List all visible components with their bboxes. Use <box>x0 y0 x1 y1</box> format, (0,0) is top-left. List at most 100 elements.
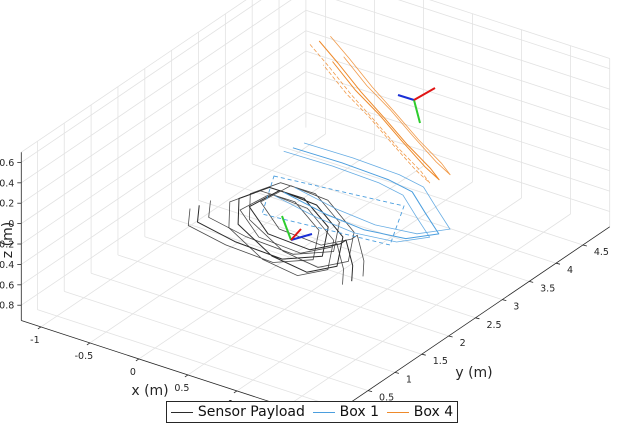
left-grid-z-0 <box>21 111 307 306</box>
y-tick-8 <box>555 262 561 265</box>
y-tick-label-8: 4 <box>567 265 573 276</box>
back-grid-z-0 <box>305 111 610 212</box>
z-tick-label-5: 0.2 <box>0 199 14 210</box>
x-tick-4 <box>233 390 238 394</box>
series-line-sensor-payload <box>197 186 354 282</box>
y-tick-1 <box>367 390 373 392</box>
wall-top-back <box>429 0 610 59</box>
series-pass-box-4-1 <box>309 44 431 184</box>
box1-outline <box>261 175 405 246</box>
left-grid-z-3 <box>21 50 307 245</box>
y-tick-5 <box>475 317 480 320</box>
floor-grid-x-3 <box>187 181 473 376</box>
payload-pose-z-axis <box>290 228 302 241</box>
series-pass-box-1-1 <box>274 150 431 243</box>
left-grid-z-7 <box>21 0 262 163</box>
x-tick-1 <box>86 342 91 346</box>
box4-pose-z-axis <box>413 87 436 101</box>
legend-label-box-4: Box 4 <box>413 404 454 420</box>
floor-grid-x-1 <box>89 149 375 344</box>
y-tick-6 <box>502 299 507 301</box>
pose-markers <box>261 87 436 246</box>
x-tick-3 <box>184 374 189 378</box>
z-tick-label-7: 0.6 <box>0 158 14 169</box>
y-tick-label-1: 0.5 <box>379 393 394 404</box>
x-tick-label-2: 0 <box>130 367 136 378</box>
y-tick-2 <box>394 372 399 374</box>
x-tick-label-3: 0.5 <box>174 383 189 394</box>
legend-item-sensor-payload: Sensor Payload <box>170 404 305 420</box>
left-grid-z-5 <box>21 9 307 204</box>
back-grid-z-7 <box>398 0 610 70</box>
series-line-box-1 <box>283 147 440 240</box>
wall-top-left <box>21 0 247 153</box>
x-tick-label-1: -0.5 <box>75 351 94 362</box>
legend-label-sensor-payload: Sensor Payload <box>197 404 305 420</box>
back-grid-z-6 <box>335 0 610 90</box>
y-axis-edge <box>324 226 610 421</box>
legend-item-box-4: Box 4 <box>386 404 454 420</box>
floor-grid-y-7 <box>225 181 530 282</box>
axis-labels: x (m) y (m) z (m) <box>0 222 493 399</box>
x-axis-label: x (m) <box>131 383 168 399</box>
legend-swatch-sensor-payload <box>170 411 193 413</box>
y-tick-7 <box>529 281 534 283</box>
floor-grid-y-2 <box>90 272 396 373</box>
series-layer <box>187 35 451 285</box>
floor-grid-y-8 <box>252 163 557 264</box>
floor-grid-y-1 <box>64 291 369 391</box>
y-tick-label-4: 2 <box>460 338 466 349</box>
legend: Sensor Payload Box 1 Box 4 <box>166 401 458 423</box>
z-tick-label-1: -0.6 <box>0 280 14 291</box>
legend-label-box-1: Box 1 <box>339 404 380 420</box>
z-axis-label: z (m) <box>0 222 16 258</box>
x-tick-label-0: -1 <box>30 335 39 346</box>
series-pass-box-4-0 <box>330 35 451 176</box>
box-edges <box>17 152 610 421</box>
x-tick-2 <box>135 358 140 362</box>
z-tick-label-0: -0.8 <box>0 301 14 312</box>
x-tick-0 <box>37 326 42 330</box>
y-tick-9 <box>582 244 587 247</box>
y-tick-label-5: 2.5 <box>486 320 501 331</box>
box4-pose-x-axis <box>397 94 415 101</box>
series-pass-sensor-payload-1 <box>187 190 344 285</box>
floor-grid-y-3 <box>117 254 422 355</box>
y-tick-label-9: 4.5 <box>594 247 609 258</box>
y-tick-label-3: 1.5 <box>433 356 448 367</box>
back-grid-z-4 <box>305 30 610 131</box>
floor-grid-x-2 <box>138 165 424 360</box>
back-grid-z-2 <box>305 71 610 172</box>
y-tick-label-6: 3 <box>513 302 519 313</box>
y-tick-3 <box>421 353 426 356</box>
legend-item-box-1: Box 1 <box>312 404 380 420</box>
floor-grid-x-5 <box>285 213 571 408</box>
floor-grid-x-0 <box>40 133 326 328</box>
left-grid-z-1 <box>21 91 307 286</box>
back-grid-z-5 <box>305 9 610 110</box>
z-tick-label-3: -0.2 <box>0 240 14 251</box>
z-tick-label-6: 0.4 <box>0 178 14 189</box>
box4-pose-y-axis <box>413 99 421 124</box>
series-line-box-4 <box>318 40 440 181</box>
payload-pose-x-axis <box>290 233 313 241</box>
floor-grid-x-4 <box>236 197 522 392</box>
legend-swatch-box-1 <box>312 411 335 413</box>
series-pass-sensor-payload-0 <box>208 182 365 277</box>
left-grid-z-2 <box>21 71 307 265</box>
y-axis-label: y (m) <box>455 365 492 381</box>
payload-pose-y-axis <box>281 215 292 241</box>
left-grid-z-4 <box>21 30 307 224</box>
floor-grid-y-4 <box>144 236 449 337</box>
z-tick-label-2: -0.4 <box>0 260 14 271</box>
y-tick-label-7: 3.5 <box>540 283 555 294</box>
z-tick-label-4: 0 <box>8 219 14 230</box>
y-tick-label-2: 1 <box>406 374 412 385</box>
y-tick-4 <box>448 335 453 338</box>
series-pass-box-1-0 <box>294 142 451 235</box>
floor-grid-y-9 <box>278 145 583 246</box>
legend-swatch-box-4 <box>386 411 409 413</box>
floor-grid-y-0 <box>37 309 342 410</box>
left-grid-z-6 <box>21 0 292 184</box>
